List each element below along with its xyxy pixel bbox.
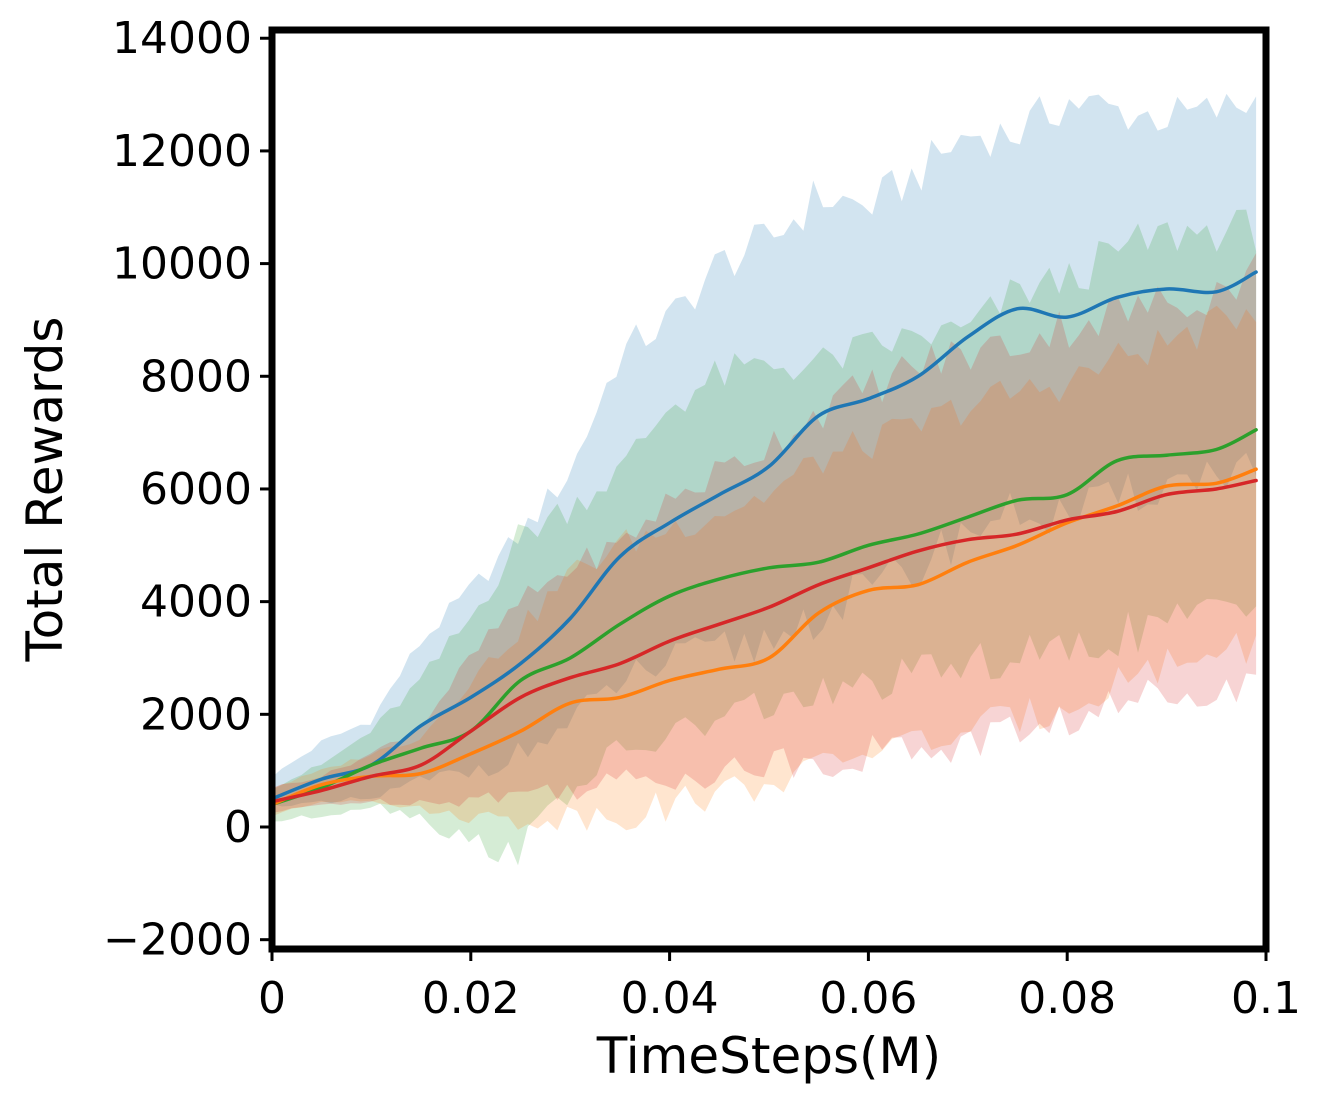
series-4-band [272, 253, 1257, 813]
series-1-band [272, 93, 1257, 807]
x-tick-label: 0.1 [1231, 973, 1301, 1024]
x-tick-label: 0.02 [422, 973, 520, 1024]
y-axis-ticks: −2000 0 2000 4000 6000 8000 10000 12000 14000 [103, 13, 269, 966]
series-2-band [272, 209, 1257, 866]
x-tick-label: 0.08 [1018, 973, 1116, 1024]
y-tick-label: 12000 [112, 126, 252, 177]
x-axis-label: TimeSteps(M) [596, 1027, 941, 1085]
y-tick-label: 6000 [140, 464, 252, 515]
x-tick-label: 0.04 [621, 973, 719, 1024]
y-tick-label: 10000 [112, 239, 252, 290]
x-tick-label: 0 [258, 973, 286, 1024]
series-4-line [270, 478, 1258, 804]
plot-frame [268, 26, 1270, 953]
series-lines [270, 270, 1258, 807]
y-tick-label: −2000 [103, 915, 252, 966]
series-1-line [270, 270, 1258, 801]
x-axis-ticks: 0 0.02 0.04 0.06 0.08 0.1 [258, 952, 1301, 1024]
x-tick-label: 0.06 [819, 973, 917, 1024]
series-2-line [270, 428, 1258, 807]
y-tick-label: 8000 [140, 351, 252, 402]
y-axis-label: Total Rewards [16, 317, 74, 663]
y-tick-label: 0 [224, 802, 252, 853]
y-tick-label: 2000 [140, 689, 252, 740]
y-tick-label: 4000 [140, 577, 252, 628]
series-3-line [270, 467, 1258, 807]
y-tick-label: 14000 [112, 13, 252, 64]
